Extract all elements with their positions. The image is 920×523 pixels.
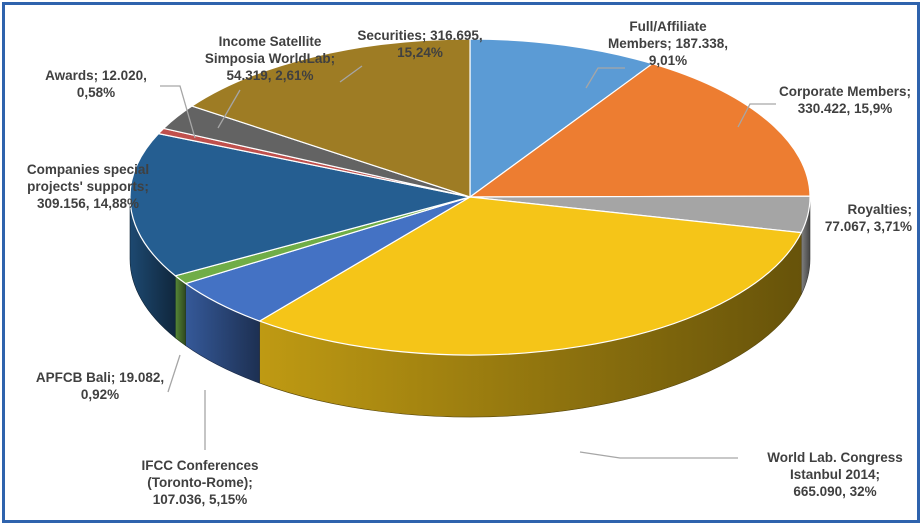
label-leader-line [585,67,625,89]
slice-data-label: Corporate Members; 330.422, 15,9% [779,84,911,116]
label-leader-line [160,85,196,139]
slice-data-label: Awards; 12.020, 0,58% [45,68,147,100]
slice-data-label: Income Satellite Simposia WorldLab; 54.319… [205,34,335,83]
slice-data-label: World Lab. Congress Istanbul 2014; 665.090… [767,450,903,499]
pie-slice [469,38,654,198]
pie-slice [469,63,811,198]
label-leader-line [579,451,738,459]
slice-data-label: Companies special projects' supports; 309.… [27,162,149,211]
label-leader-line [167,354,181,393]
pie-top [129,38,811,356]
pie-slice [258,196,802,356]
slice-data-label: Securities; 316.695, 15,24% [357,28,482,60]
pie-slice [191,38,471,198]
pie-slice-side [174,275,186,347]
slice-data-label: APFCB Bali; 19.082, 0,92% [36,370,164,402]
label-leader-line [339,65,363,83]
label-leader-line [737,103,776,128]
slice-data-label: Royalties; 77.067, 3,71% [825,202,912,234]
label-leader-line [217,89,241,129]
pie-labels: Full/Affiliate Members; 187.338, 9,01% Corp… [27,19,912,507]
slice-data-label: Full/Affiliate Members; 187.338, 9,01% [608,19,728,68]
slice-data-label: IFCC Conferences (Toronto-Rome); 107.036, … [141,458,258,507]
pie-side-walls [129,196,811,418]
pie-slice [129,133,471,277]
